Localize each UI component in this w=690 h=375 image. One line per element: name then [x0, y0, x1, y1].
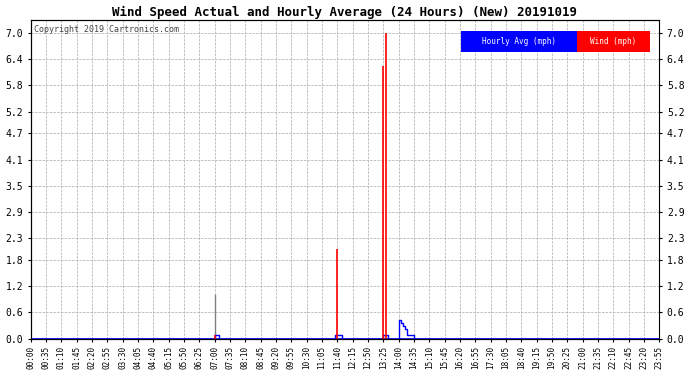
Bar	[461, 31, 578, 52]
Text: Copyright 2019 Cartronics.com: Copyright 2019 Cartronics.com	[34, 25, 179, 34]
Text: Hourly Avg (mph): Hourly Avg (mph)	[482, 37, 556, 46]
Title: Wind Speed Actual and Hourly Average (24 Hours) (New) 20191019: Wind Speed Actual and Hourly Average (24…	[112, 6, 578, 19]
Bar	[578, 31, 650, 52]
Text: Wind (mph): Wind (mph)	[591, 37, 637, 46]
